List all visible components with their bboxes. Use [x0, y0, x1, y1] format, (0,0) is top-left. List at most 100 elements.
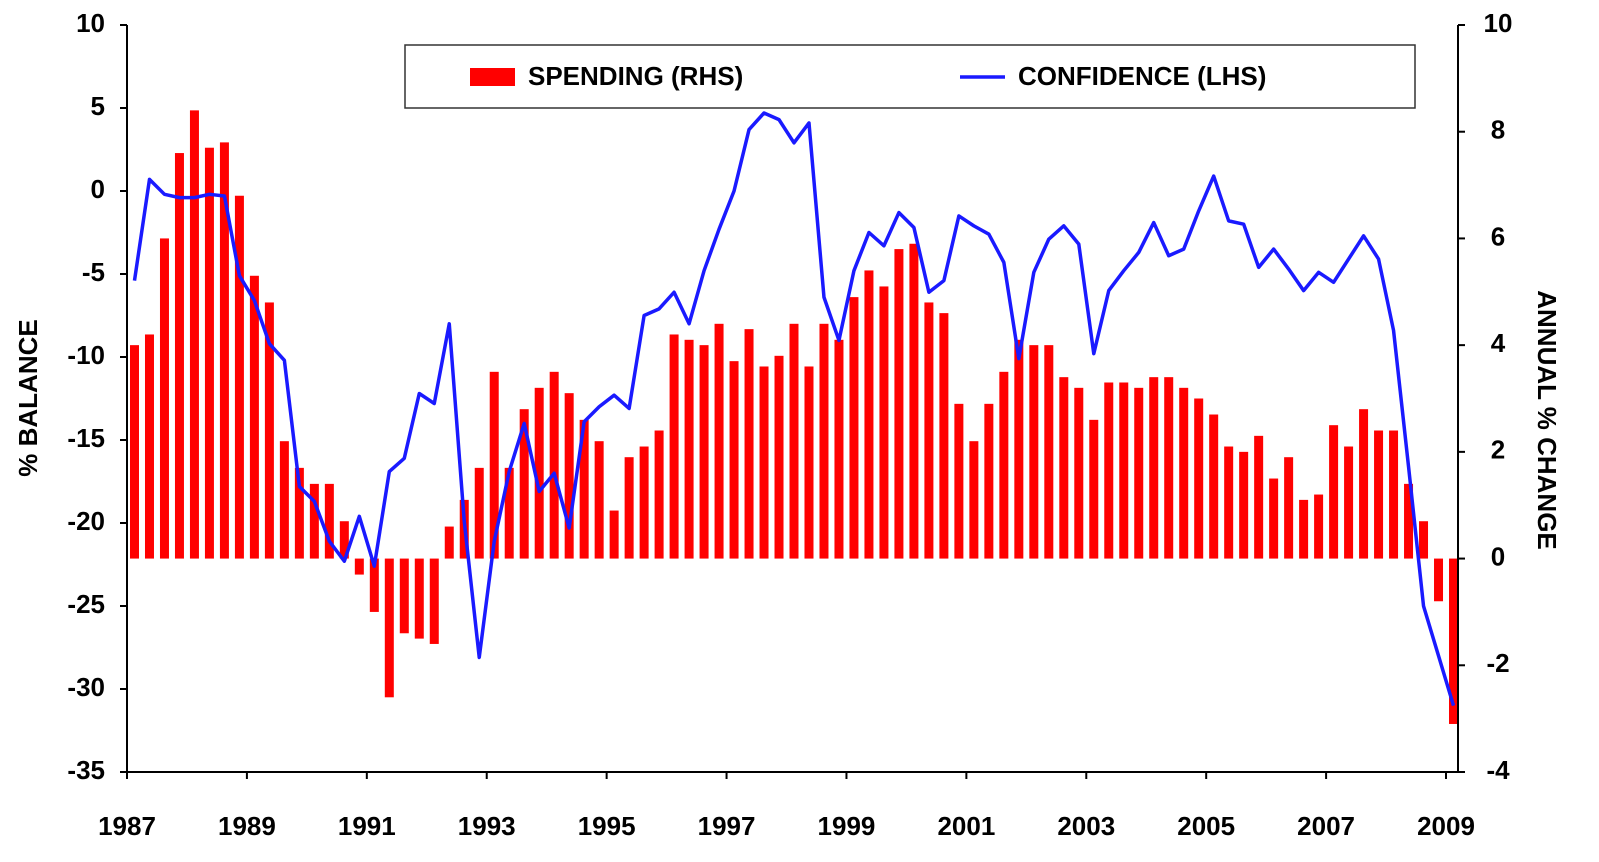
y-tick-label: 5 [91, 91, 105, 121]
bar [1044, 345, 1054, 559]
y2-tick-label: 8 [1491, 115, 1505, 145]
x-tick-label: 1995 [578, 811, 636, 841]
bar [1449, 558, 1459, 724]
bar [1374, 430, 1384, 559]
bar [519, 409, 529, 559]
bar [1254, 435, 1264, 559]
bar [279, 441, 289, 559]
x-tick-label: 2001 [937, 811, 995, 841]
x-tick-label: 1997 [698, 811, 756, 841]
bar [924, 302, 934, 559]
bar [1404, 483, 1414, 559]
bar [714, 323, 724, 559]
bar [609, 510, 619, 559]
y-tick-label: -5 [82, 257, 105, 287]
legend-label: CONFIDENCE (LHS) [1018, 61, 1266, 91]
bar [684, 339, 694, 559]
x-tick-label: 1999 [818, 811, 876, 841]
bar [1029, 345, 1039, 559]
bar [939, 313, 949, 559]
bar [339, 521, 349, 559]
x-tick-label: 1991 [338, 811, 396, 841]
bar [759, 366, 769, 559]
bar [429, 558, 439, 644]
bar [969, 441, 979, 559]
bar [774, 355, 784, 559]
bar [414, 558, 424, 639]
bar [624, 457, 634, 559]
bar [1269, 478, 1279, 559]
bar [324, 483, 334, 559]
bar [549, 371, 559, 559]
x-tick-label: 2009 [1417, 811, 1475, 841]
bar [669, 334, 679, 559]
bar [1014, 339, 1024, 559]
bar [294, 467, 304, 559]
y-tick-label: -35 [67, 755, 105, 785]
bar [1434, 558, 1444, 602]
bar [819, 323, 829, 559]
bar [744, 329, 754, 559]
bar [159, 238, 169, 559]
bar [219, 142, 229, 559]
bar [1389, 430, 1399, 559]
bar [849, 297, 859, 559]
bar [1224, 446, 1234, 559]
bar [894, 249, 904, 559]
bar [1089, 419, 1099, 559]
bar [204, 147, 214, 559]
x-tick-label: 2003 [1057, 811, 1115, 841]
bar [234, 195, 244, 559]
y-axis-label: % BALANCE [13, 319, 43, 476]
x-tick-label: 2007 [1297, 811, 1355, 841]
bar [1419, 521, 1429, 559]
bar [369, 558, 379, 612]
legend-label: SPENDING (RHS) [528, 61, 743, 91]
bar [729, 361, 739, 559]
x-tick-label: 2005 [1177, 811, 1235, 841]
bar [129, 345, 139, 559]
y2-tick-label: 10 [1484, 8, 1513, 38]
bar [489, 371, 499, 559]
legend-box [404, 44, 1416, 109]
y2-tick-label: 6 [1491, 221, 1505, 251]
y2-tick-label: 2 [1491, 435, 1505, 465]
bar [264, 302, 274, 559]
bar [1149, 377, 1159, 559]
bar [1239, 451, 1249, 559]
y-tick-label: -10 [67, 340, 105, 370]
bar [249, 275, 259, 559]
bar [1119, 382, 1129, 559]
y-tick-label: 10 [76, 8, 105, 38]
bar [984, 403, 994, 559]
bar [864, 270, 874, 559]
bar [144, 334, 154, 559]
bar [804, 366, 814, 559]
bar [474, 467, 484, 559]
line [132, 111, 1456, 707]
bar [1074, 387, 1084, 559]
bar [1104, 382, 1114, 559]
bar [1209, 414, 1219, 559]
bar [309, 483, 319, 559]
bar [834, 339, 844, 559]
bar [579, 419, 589, 559]
y2-tick-label: 0 [1491, 541, 1505, 571]
bar [534, 387, 544, 559]
bar [1314, 494, 1324, 559]
bar [1329, 425, 1339, 559]
bar [654, 430, 664, 559]
bar [1059, 377, 1069, 559]
bar [354, 558, 364, 575]
bar [1359, 409, 1369, 559]
bar [1284, 457, 1294, 559]
bar [1299, 499, 1309, 559]
y-tick-label: -20 [67, 506, 105, 536]
y-tick-label: 0 [91, 174, 105, 204]
y2-tick-label: -4 [1486, 755, 1510, 785]
y2-axis-label: ANNUAL % CHANGE [1532, 290, 1562, 550]
y2-tick-label: -2 [1486, 648, 1509, 678]
bar [909, 243, 919, 559]
bar [1164, 377, 1174, 559]
